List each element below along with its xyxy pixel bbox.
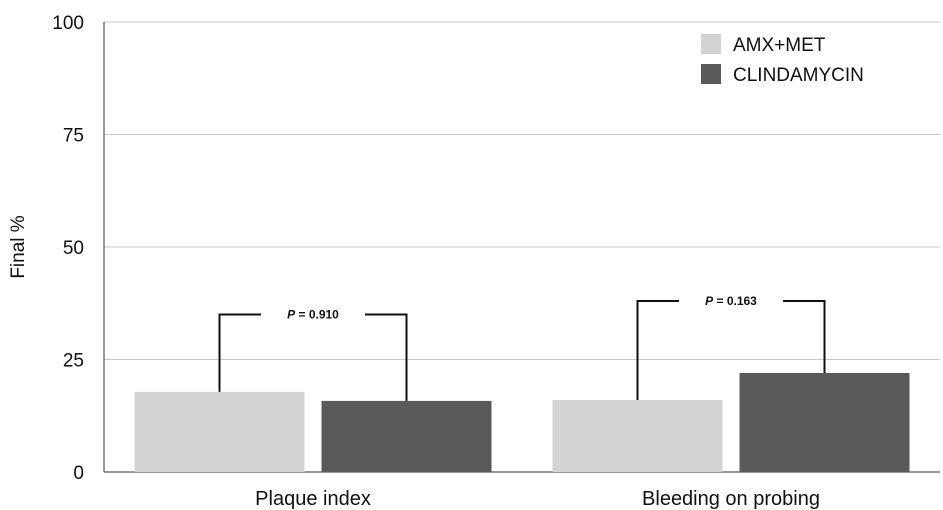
y-tick-label-50: 50 <box>63 238 84 259</box>
bar-0-1 <box>321 400 492 472</box>
legend-label-1: CLINDAMYCIN <box>733 65 864 86</box>
significance-bracket-0 <box>218 313 408 401</box>
p-value-label-1: P = 0.163 <box>705 294 757 308</box>
p-value-prefix-1: P <box>705 294 714 308</box>
p-value-value-1: = 0.163 <box>713 294 757 308</box>
bar-0-0 <box>134 391 305 472</box>
x-category-label-1: Bleeding on probing <box>642 488 820 510</box>
bar-1-0 <box>552 400 723 472</box>
legend-label-0: AMX+MET <box>733 35 826 56</box>
significance-bracket-1 <box>636 300 826 400</box>
legend: AMX+MET CLINDAMYCIN <box>701 34 864 86</box>
bars <box>134 373 910 472</box>
bar-1-1 <box>739 373 910 472</box>
y-tick-label-25: 25 <box>63 351 84 372</box>
x-axis-labels: Plaque index Bleeding on probing <box>255 488 820 510</box>
legend-swatch-0 <box>701 34 721 54</box>
y-axis-title: Final % <box>8 215 29 278</box>
y-tick-label-75: 75 <box>63 126 84 147</box>
y-tick-label-0: 0 <box>73 463 84 484</box>
p-value-value-0: = 0.910 <box>295 308 339 322</box>
x-category-label-0: Plaque index <box>255 488 371 510</box>
y-tick-label-100: 100 <box>52 13 84 34</box>
p-value-prefix-0: P <box>287 308 296 322</box>
p-value-label-0: P = 0.910 <box>287 308 339 322</box>
legend-swatch-1 <box>701 64 721 84</box>
y-axis: 0 25 50 75 100 <box>52 13 105 484</box>
